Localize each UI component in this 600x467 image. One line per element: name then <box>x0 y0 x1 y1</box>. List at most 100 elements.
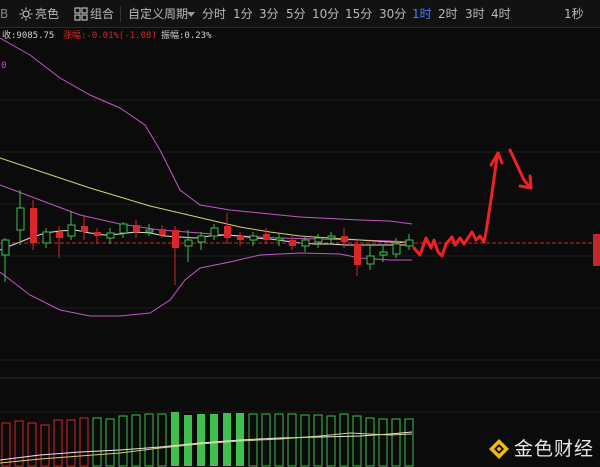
candle-body <box>327 235 336 239</box>
volume-bar <box>404 418 414 467</box>
combo-layout-button[interactable]: 组合 <box>90 7 115 21</box>
period-tab-10m[interactable]: 10分 <box>312 7 340 21</box>
candle-body <box>30 208 37 243</box>
candle-body <box>119 223 128 234</box>
period-tab-30m[interactable]: 30分 <box>379 7 407 21</box>
candle-body <box>224 226 231 238</box>
volume-bar <box>157 413 167 467</box>
candle-body <box>301 239 310 247</box>
candle-body <box>1 239 10 256</box>
volume-bar <box>391 418 401 467</box>
candle-body <box>237 236 244 240</box>
candles-group <box>1 190 414 285</box>
period-tab-3m[interactable]: 3分 <box>259 7 279 21</box>
volume-bar <box>223 413 231 466</box>
volume-bar <box>14 420 24 467</box>
boll-upper-line <box>0 37 413 225</box>
candle-body <box>249 235 258 241</box>
jinse-logo-text: 金色财经 <box>514 438 595 460</box>
volume-bar <box>118 415 128 467</box>
toolbar-separator <box>120 6 121 22</box>
volume-bar <box>79 417 89 467</box>
candle-body <box>314 237 323 243</box>
candle-body <box>275 237 284 241</box>
chevron-down-icon[interactable] <box>187 12 195 17</box>
volume-bar <box>105 418 115 467</box>
volume-bar <box>313 414 323 467</box>
volume-bar <box>300 414 310 467</box>
volume-bar <box>365 417 375 467</box>
volume-ma-line-white <box>0 431 413 461</box>
period-tab-3h[interactable]: 3时 <box>465 7 485 21</box>
candle-body <box>197 235 206 243</box>
volume-bar <box>210 414 218 466</box>
volume-bar <box>352 415 362 467</box>
volume-bar <box>184 415 192 466</box>
close-price-text: 收:9085.75 <box>2 31 55 41</box>
volume-ma-line-yellow <box>0 432 413 464</box>
period-tab-4h[interactable]: 4时 <box>491 7 511 21</box>
candle-body <box>341 236 348 242</box>
candle-body <box>133 225 140 232</box>
volume-bar <box>339 413 349 467</box>
volume-bars-group <box>1 412 414 467</box>
candle-body <box>42 231 51 244</box>
volume-bar <box>378 418 388 467</box>
chart-toolbar: B 亮色 组合 自定义周期 分时 1分 3分 5分 10分 15分 30分 1时… <box>0 0 600 28</box>
candle-body <box>94 232 101 236</box>
period-tab-2h[interactable]: 2时 <box>438 7 458 21</box>
period-tab-5m[interactable]: 5分 <box>286 7 306 21</box>
candle-body <box>392 243 401 255</box>
candle-body <box>263 234 270 240</box>
candle-body <box>56 232 63 238</box>
jinse-logo-icon <box>489 439 509 459</box>
volume-bar <box>326 415 336 467</box>
candle-body <box>379 251 388 256</box>
period-tab-1h[interactable]: 1时 <box>412 7 432 21</box>
candle-body <box>405 239 414 247</box>
volume-bar <box>27 422 37 467</box>
sun-icon[interactable] <box>19 7 33 21</box>
period-tab-1m[interactable]: 1分 <box>233 7 253 21</box>
candle-body <box>289 240 296 246</box>
current-price-marker <box>593 234 600 266</box>
candle-body <box>184 239 193 247</box>
candle-body <box>16 207 25 231</box>
candle-body <box>210 227 219 237</box>
volume-bar <box>40 424 50 467</box>
ma-line-yellow <box>0 157 413 244</box>
boll-lower-line <box>0 252 412 317</box>
custom-period-dropdown[interactable]: 自定义周期 <box>128 7 189 21</box>
volume-bar <box>144 413 154 467</box>
change-percent-text: 涨幅:-0.01%(-1.08) <box>63 31 157 41</box>
period-tab-15m[interactable]: 15分 <box>345 7 373 21</box>
candle-body <box>172 230 179 248</box>
volume-bar <box>171 412 179 466</box>
candle-body <box>106 232 115 239</box>
candle-body <box>366 255 375 265</box>
candle-body <box>145 229 154 233</box>
volume-bar <box>66 419 76 467</box>
volume-bar <box>92 417 102 467</box>
grid-combo-icon[interactable] <box>74 7 88 21</box>
volume-bar <box>287 413 297 467</box>
amplitude-text: 振幅:0.23% <box>161 31 212 41</box>
candle-body <box>159 229 166 235</box>
volume-bar <box>274 413 284 467</box>
period-tab-1s[interactable]: 1秒 <box>564 7 584 21</box>
volume-bar <box>53 419 63 467</box>
chart-grid <box>0 99 600 413</box>
candle-body <box>67 224 76 237</box>
volume-bar <box>197 414 205 466</box>
candle-body <box>354 244 361 265</box>
prediction-arrow-drawing <box>412 148 533 258</box>
indicator-side-label: 0 <box>1 61 7 71</box>
candle-body <box>81 226 88 232</box>
volume-bar <box>131 414 141 467</box>
volume-bar <box>1 422 11 467</box>
toolbar-cut-icon-label: B <box>0 7 9 21</box>
period-tab-fenshi[interactable]: 分时 <box>202 7 227 21</box>
bright-theme-button[interactable]: 亮色 <box>35 7 60 21</box>
ohlc-info-bar: 收:9085.75 涨幅:-0.01%(-1.08) 振幅:0.23% 0 <box>0 28 600 71</box>
